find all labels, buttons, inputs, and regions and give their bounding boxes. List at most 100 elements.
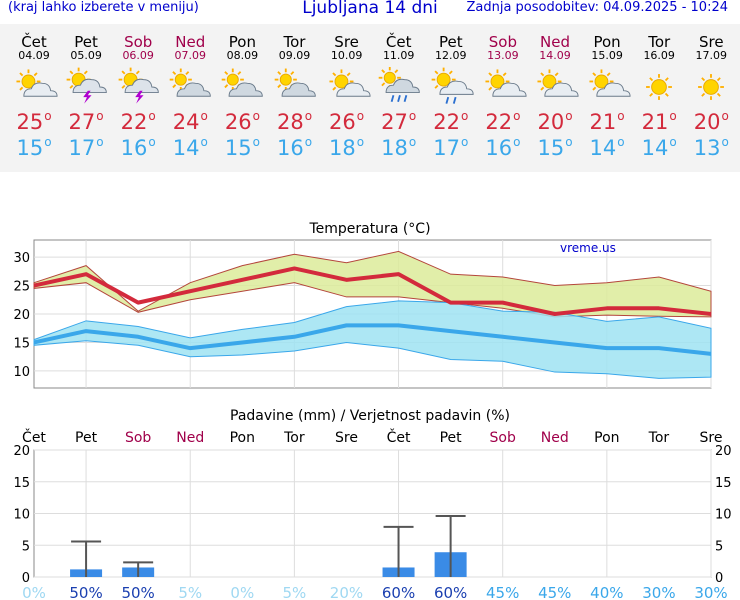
y-tick-label-right: 0: [715, 571, 723, 586]
day-name: Sob: [488, 33, 517, 51]
min-temperature: 15o: [537, 135, 573, 160]
min-temp-line: [33, 323, 712, 356]
precipitation-chart: Padavine (mm) / Verjetnost padavin (%) Če…: [13, 408, 732, 600]
page-title: Ljubljana 14 dni: [302, 0, 438, 18]
forecast-day: Čet 04.09 25o 15o: [8, 24, 60, 160]
rain-cloud-icon: [373, 66, 425, 107]
thunderstorm-icon: [60, 67, 112, 107]
x-tick-label: Čet: [387, 428, 411, 446]
precip-probability: 50%: [121, 584, 154, 600]
day-name: Sre: [334, 33, 359, 51]
day-date: 15.09: [591, 49, 623, 62]
day-name: Sob: [124, 33, 153, 51]
forecast-day: Ned 14.09 20o 15o: [529, 24, 581, 160]
precip-probability: 45%: [486, 584, 519, 600]
x-tick-label: Sre: [335, 430, 358, 446]
forecast-day: Pet 12.09 22o 17o: [425, 24, 477, 160]
y-tick-label-right: 15: [715, 476, 732, 491]
day-date: 16.09: [643, 49, 675, 62]
forecast-day: Pon 15.09 21o 14o: [581, 24, 633, 160]
forecast-day: Tor 16.09 21o 14o: [633, 24, 685, 160]
x-tick-label: Pon: [594, 430, 619, 446]
day-name: Sre: [699, 33, 724, 51]
precip-probability: 45%: [538, 584, 571, 600]
y-tick-label: 10: [13, 365, 30, 380]
day-date: 12.09: [435, 49, 467, 62]
precip-probability: 50%: [69, 584, 102, 600]
forecast-day: Sre 10.09 26o 18o: [321, 24, 373, 160]
min-temperature: 15o: [16, 135, 52, 160]
thunderstorm-icon: [112, 67, 164, 107]
forecast-day: Ned 07.09 24o 14o: [164, 24, 216, 160]
x-tick-label: Pet: [75, 430, 98, 446]
day-name: Pon: [228, 33, 256, 51]
forecast-day: Sob 06.09 22o 16o: [112, 24, 164, 160]
precip-probability: 5%: [178, 584, 202, 600]
day-name: Čet: [21, 33, 47, 51]
sun-cloud-icon: [321, 67, 373, 107]
day-name: Pet: [438, 33, 463, 51]
precip-probability: 40%: [590, 584, 623, 600]
day-date: 07.09: [174, 49, 207, 62]
forecast-day: Pet 05.09 27o 17o: [60, 24, 112, 160]
chart-title: Temperatura (°C): [308, 221, 430, 237]
day-date: 11.09: [382, 49, 415, 62]
day-date: 14.09: [539, 49, 571, 62]
y-tick-label-right: 10: [715, 508, 732, 523]
sun-rain-icon: [425, 67, 477, 107]
forecast-day: Pon 08.09 26o 15o: [216, 24, 268, 160]
sun-cloud-icon: [477, 67, 529, 107]
max-temperature: 27o: [381, 109, 417, 134]
x-tick-label: Čet: [22, 428, 46, 446]
last-update: Zadnja posodobitev: 04.09.2025 - 10:24: [466, 0, 728, 15]
precip-probability: 20%: [330, 584, 363, 600]
min-temperature: 17o: [68, 135, 104, 160]
y-tick-label: 15: [13, 476, 30, 491]
day-name: Tor: [283, 33, 306, 51]
max-temperature: 26o: [329, 109, 365, 134]
max-temperature: 22o: [433, 109, 469, 134]
temperature-chart: 10 15 20 25 30 Temperatura (°C) vreme.us: [13, 221, 712, 389]
max-temperature: 27o: [68, 109, 104, 134]
min-temperature: 14o: [172, 135, 208, 160]
min-temperature: 16o: [120, 135, 156, 160]
day-date: 17.09: [695, 49, 728, 62]
forecast-day: Čet 11.09 27o 18o: [373, 24, 425, 160]
x-tick-label: Tor: [283, 430, 305, 446]
day-name: Čet: [385, 33, 412, 51]
y-tick-label-right: 5: [715, 539, 723, 554]
max-temperature: 22o: [120, 109, 156, 134]
max-temperature: 20o: [537, 109, 573, 134]
cloudy-icon: [269, 67, 321, 107]
day-date: 05.09: [70, 49, 102, 62]
day-date: 08.09: [226, 49, 259, 62]
precip-probability: 30%: [694, 584, 727, 600]
min-temp-range-band: [33, 300, 712, 379]
sun-cloud-icon: [581, 67, 633, 107]
precip-probability: 30%: [642, 584, 675, 600]
min-temperature: 14o: [589, 135, 625, 160]
cloudy-icon: [216, 67, 268, 107]
forecast-day: Sre 17.09 20o 13o: [685, 24, 737, 160]
min-temperature: 16o: [276, 135, 313, 160]
max-temperature: 21o: [589, 109, 625, 134]
forecast-day: Tor 09.09 28o 16o: [269, 24, 321, 160]
sun-icon: [633, 67, 685, 107]
day-name: Pet: [74, 33, 98, 51]
daily-forecast-strip: Čet 04.09 25o 15o Pet 05.09 27o 17o Sob 06.09 22o 1…: [0, 24, 740, 172]
x-tick-label: Tor: [648, 430, 670, 446]
day-name: Ned: [175, 33, 206, 51]
precip-probability: 60%: [434, 584, 467, 600]
max-temperature: 22o: [485, 109, 521, 134]
precip-probability: 60%: [382, 584, 415, 600]
y-tick-label: 5: [22, 539, 30, 554]
max-temperature: 25o: [16, 109, 52, 134]
day-date: 10.09: [330, 49, 363, 62]
x-tick-label: Sob: [490, 430, 516, 446]
day-date: 13.09: [487, 49, 519, 62]
location-menu-hint[interactable]: (kraj lahko izberete v meniju): [8, 0, 199, 15]
precip-probability: 5%: [282, 584, 306, 600]
max-temperature: 21o: [641, 109, 677, 134]
max-temperature: 24o: [172, 109, 208, 134]
x-tick-label: Sre: [700, 430, 723, 446]
